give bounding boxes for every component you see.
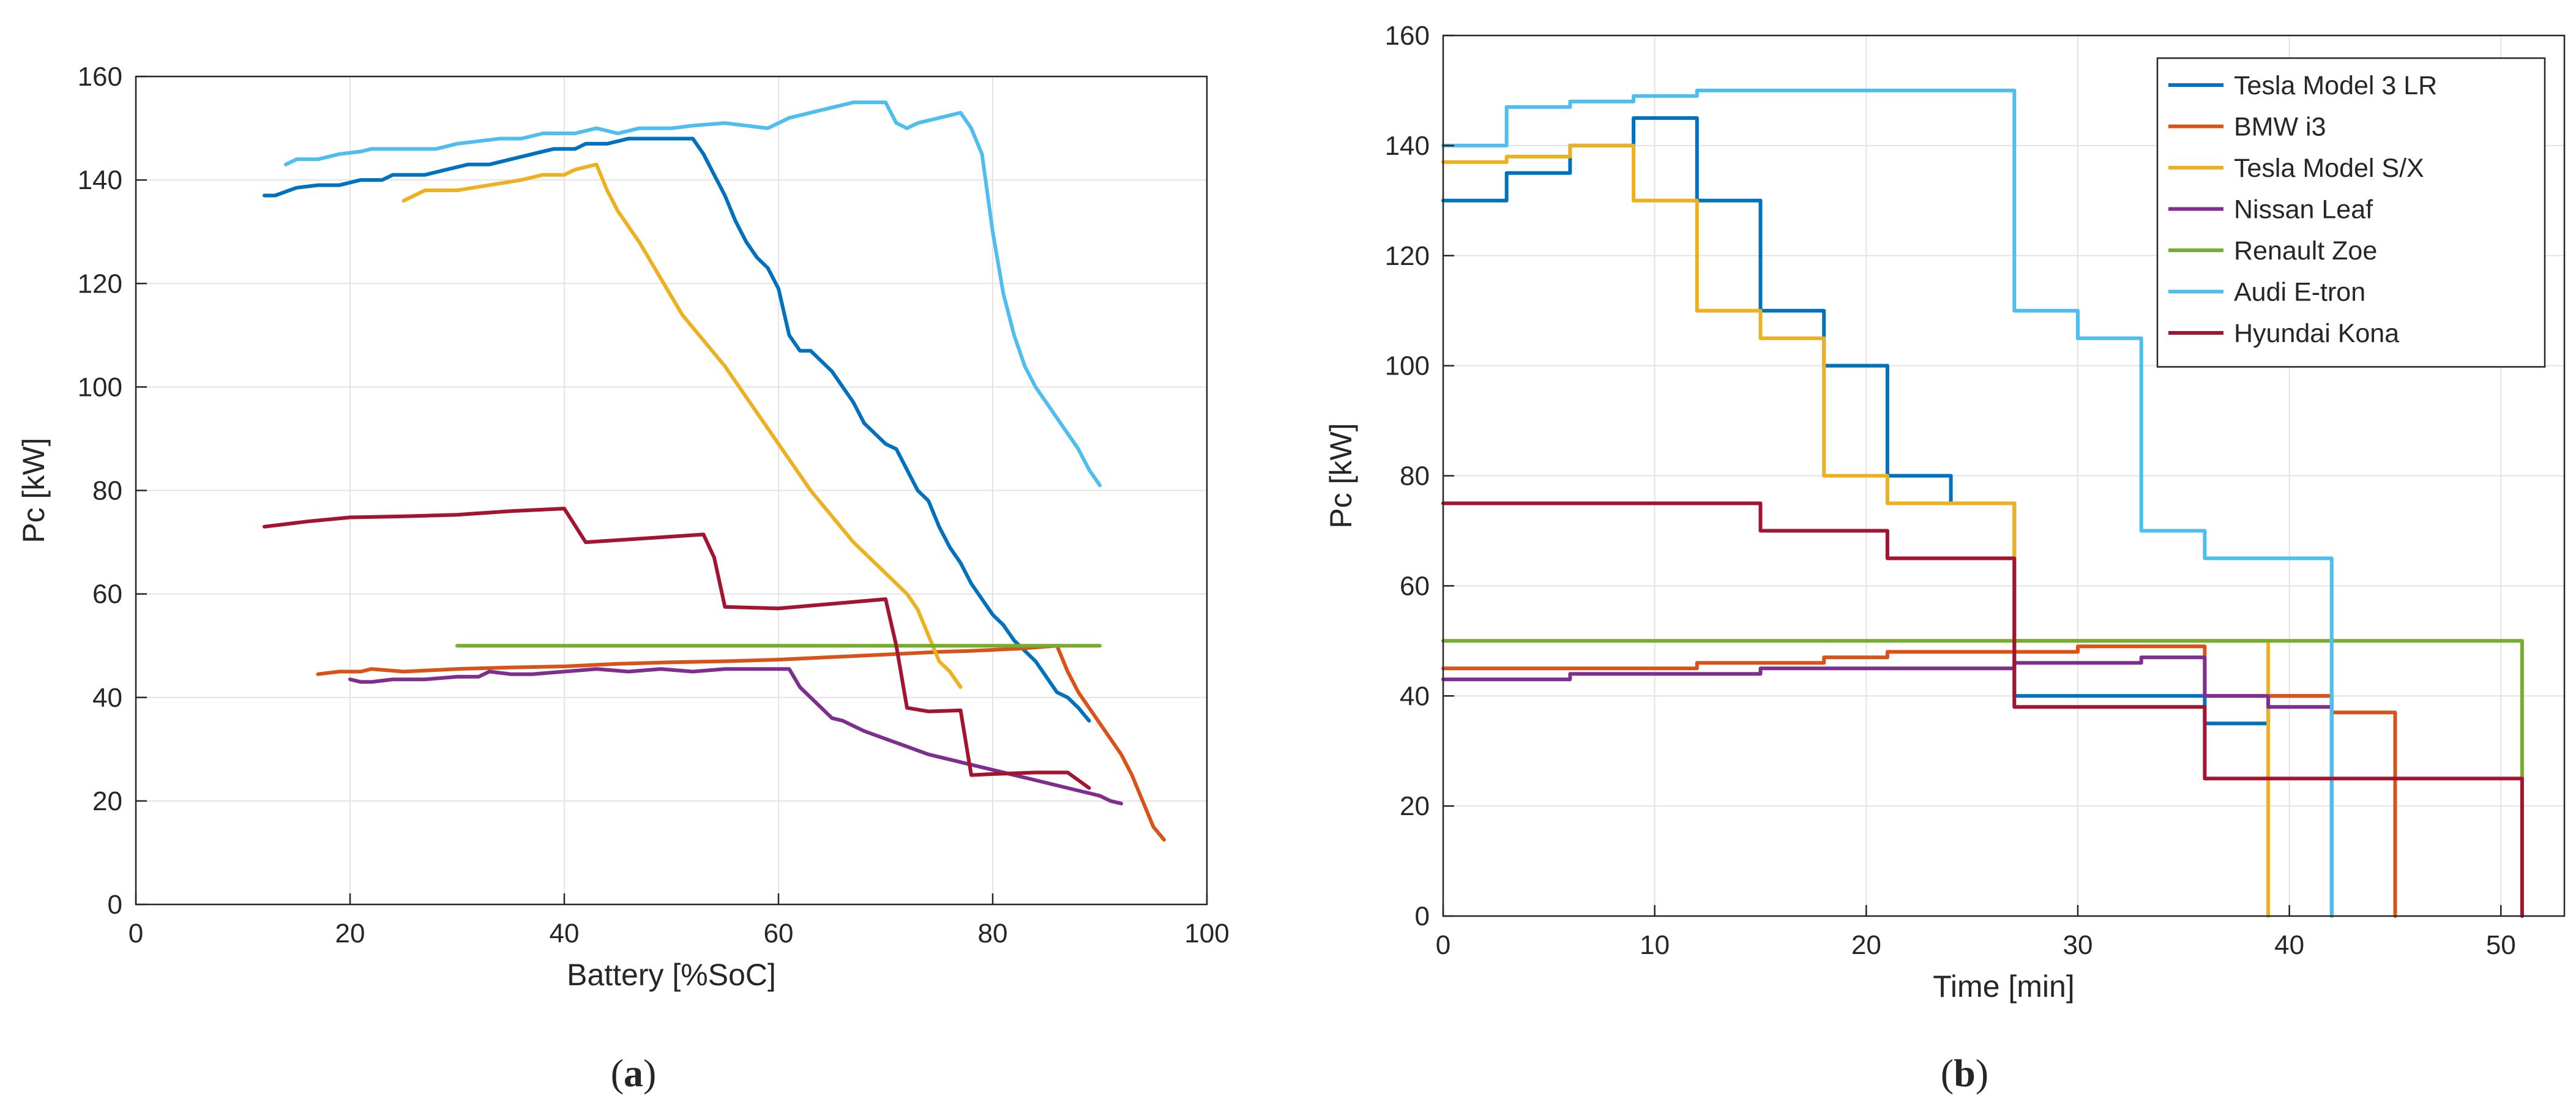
x-tick-label: 30: [2063, 930, 2093, 960]
y-tick-label: 100: [1385, 351, 1430, 381]
legend-label: Renault Zoe: [2234, 236, 2377, 266]
y-tick-label: 40: [92, 683, 122, 713]
series-line-2: [1441, 143, 2271, 918]
y-tick-label: 20: [92, 786, 122, 816]
y-tick-label: 20: [1400, 791, 1430, 821]
y-axis-label: Pc [kW]: [17, 438, 51, 543]
x-tick-label: 20: [335, 919, 365, 948]
x-axis-label: Time [min]: [1933, 969, 2075, 1004]
legend-label: Nissan Leaf: [2234, 195, 2373, 225]
x-tick-label: 40: [2274, 930, 2304, 960]
legend-label: Tesla Model S/X: [2234, 154, 2424, 183]
series-line-1: [316, 644, 1166, 842]
y-tick-label: 0: [108, 890, 122, 920]
x-axis-label: Battery [%SoC]: [567, 958, 776, 992]
x-tick-label: 50: [2486, 930, 2516, 960]
y-tick-label: 0: [1415, 901, 1430, 931]
x-tick-label: 10: [1640, 930, 1670, 960]
x-tick-label: 0: [1436, 930, 1450, 960]
legend-label: BMW i3: [2234, 113, 2326, 142]
y-tick-label: 40: [1400, 681, 1430, 711]
series-line-5: [1441, 88, 2334, 918]
y-tick-label: 100: [78, 372, 122, 402]
legend-label: Tesla Model 3 LR: [2234, 71, 2437, 100]
y-tick-label: 140: [78, 165, 122, 195]
y-tick-label: 60: [1400, 571, 1430, 601]
y-tick-label: 160: [78, 62, 122, 92]
legend-label: Audi E-tron: [2234, 278, 2365, 307]
panel-caption: (b): [1941, 1051, 1988, 1095]
y-tick-label: 60: [92, 579, 122, 609]
series-line-6: [1441, 501, 2524, 918]
x-tick-label: 40: [550, 919, 580, 948]
legend: Tesla Model 3 LR BMW i3 Tesla Model S/X Ni…: [2156, 57, 2546, 368]
series-line-2: [401, 162, 963, 689]
y-tick-label: 160: [1385, 21, 1430, 51]
chart-1: 0 10 20 30 40 50 0 20 40 60 80 100 120 140 160 Time [mi…: [1324, 21, 2566, 1095]
y-axis-label: Pc [kW]: [1324, 423, 1358, 528]
series-line-6: [263, 507, 1091, 790]
y-tick-label: 120: [1385, 241, 1430, 271]
y-tick-label: 140: [1385, 131, 1430, 161]
series-line-0: [263, 136, 1091, 723]
series-line-5: [284, 100, 1102, 487]
x-tick-label: 0: [129, 919, 143, 948]
chart-0: 0 20 40 60 80 100 0 20 40 60 80 100 120 140 160 Battery…: [17, 62, 1230, 1095]
x-tick-label: 20: [1851, 930, 1881, 960]
series-line-3: [1441, 655, 2334, 709]
panel-caption: (a): [611, 1051, 657, 1095]
x-tick-label: 100: [1184, 919, 1229, 948]
legend-label: Hyundai Kona: [2234, 319, 2399, 348]
x-tick-label: 80: [978, 919, 1008, 948]
legend-box: [2156, 57, 2546, 368]
x-tick-label: 60: [764, 919, 794, 948]
y-tick-label: 120: [78, 269, 122, 299]
y-tick-label: 80: [1400, 461, 1430, 491]
y-tick-label: 80: [92, 476, 122, 506]
